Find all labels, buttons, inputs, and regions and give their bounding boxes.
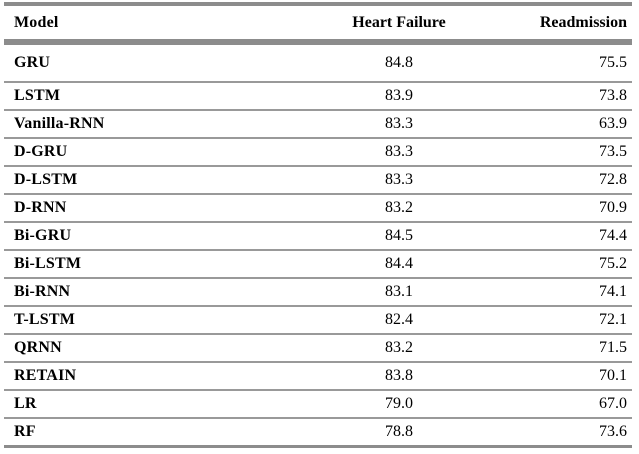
column-header-model: Model [14,13,59,31]
heart-failure-value: 83.1 [385,283,413,300]
model-name-cell: Vanilla-RNN [14,115,105,132]
model-name-cell: Bi-RNN [14,283,71,300]
heart-failure-value: 84.4 [385,255,413,272]
results-table: Model Heart Failure Readmission GRU 84.8… [4,2,632,448]
model-name-cell: RF [14,423,36,440]
heart-failure-value: 83.3 [385,171,413,188]
table-top-rule [4,2,632,6]
table-row: Bi-GRU 84.5 74.4 [4,223,632,251]
table-row: T-LSTM 82.4 72.1 [4,307,632,335]
table-body: GRU 84.8 75.5 LSTM 83.9 73.8 Vanilla-RNN… [4,45,632,445]
model-name-cell: QRNN [14,339,62,356]
heart-failure-value: 79.0 [385,395,413,412]
header-divider-rule [4,39,632,45]
heart-failure-value: 83.2 [385,199,413,216]
column-header-heart-failure: Heart Failure [352,13,446,31]
readmission-value: 74.4 [599,227,627,244]
table-row: Bi-RNN 83.1 74.1 [4,279,632,307]
model-name-cell: RETAIN [14,367,77,384]
column-header-readmission: Readmission [539,13,627,31]
readmission-value: 67.0 [599,395,627,412]
table-row: RF 78.8 73.6 [4,419,632,445]
heart-failure-value: 84.5 [385,227,413,244]
heart-failure-value: 83.8 [385,367,413,384]
heart-failure-value: 78.8 [385,423,413,440]
table-row: Vanilla-RNN 83.3 63.9 [4,111,632,139]
heart-failure-value: 83.3 [385,115,413,132]
readmission-value: 70.1 [599,367,627,384]
heart-failure-value: 84.8 [385,54,413,71]
readmission-value: 72.1 [599,311,627,328]
readmission-value: 73.8 [599,87,627,104]
table-header-row: Model Heart Failure Readmission [4,6,632,39]
model-name-cell: Bi-LSTM [14,255,82,272]
table-row: RETAIN 83.8 70.1 [4,363,632,391]
model-name-cell: D-GRU [14,143,68,160]
table-row: D-LSTM 83.3 72.8 [4,167,632,195]
model-name-cell: LR [14,395,37,412]
model-name-cell: LSTM [14,87,61,104]
model-name-cell: D-RNN [14,199,67,216]
table-row: GRU 84.8 75.5 [4,45,632,83]
heart-failure-value: 83.9 [385,87,413,104]
table-row: LR 79.0 67.0 [4,391,632,419]
model-name-cell: GRU [14,54,51,71]
table-row: Bi-LSTM 84.4 75.2 [4,251,632,279]
readmission-value: 72.8 [599,171,627,188]
readmission-value: 75.5 [599,54,627,71]
model-name-cell: D-LSTM [14,171,78,188]
heart-failure-value: 82.4 [385,311,413,328]
table-bottom-rule [4,445,632,448]
heart-failure-value: 83.2 [385,339,413,356]
heart-failure-value: 83.3 [385,143,413,160]
readmission-value: 63.9 [599,115,627,132]
readmission-value: 75.2 [599,255,627,272]
table-row: D-GRU 83.3 73.5 [4,139,632,167]
table-row: QRNN 83.2 71.5 [4,335,632,363]
readmission-value: 70.9 [599,199,627,216]
readmission-value: 73.6 [599,423,627,440]
model-name-cell: T-LSTM [14,311,76,328]
table-row: D-RNN 83.2 70.9 [4,195,632,223]
readmission-value: 71.5 [599,339,627,356]
table-row: LSTM 83.9 73.8 [4,83,632,111]
model-name-cell: Bi-GRU [14,227,72,244]
readmission-value: 73.5 [599,143,627,160]
readmission-value: 74.1 [599,283,627,300]
